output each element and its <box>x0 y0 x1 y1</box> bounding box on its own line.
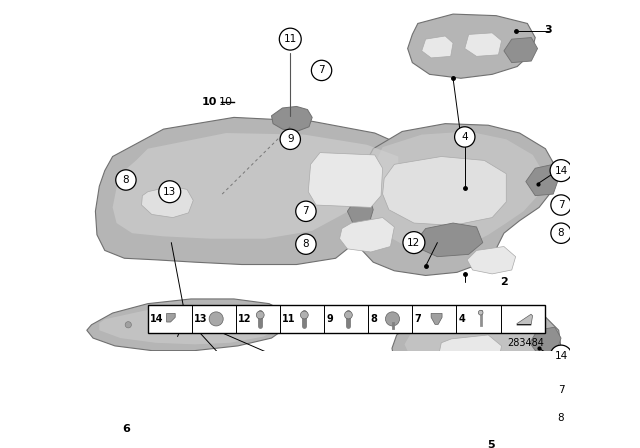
Text: 7: 7 <box>557 200 564 210</box>
Text: 11: 11 <box>284 34 297 44</box>
Text: 11: 11 <box>282 314 296 324</box>
Polygon shape <box>431 314 442 324</box>
Polygon shape <box>517 323 531 325</box>
Polygon shape <box>355 124 556 276</box>
Circle shape <box>550 345 572 367</box>
Circle shape <box>257 311 264 319</box>
Text: 10: 10 <box>219 97 233 107</box>
Text: 13: 13 <box>163 187 177 197</box>
Polygon shape <box>465 33 502 56</box>
Circle shape <box>454 127 475 147</box>
Polygon shape <box>383 156 506 225</box>
Circle shape <box>188 322 194 328</box>
Circle shape <box>279 28 301 50</box>
Text: 14: 14 <box>554 351 568 361</box>
Text: 8: 8 <box>557 228 564 238</box>
Text: 9: 9 <box>326 314 333 324</box>
Text: 7: 7 <box>415 314 422 324</box>
Circle shape <box>250 322 257 328</box>
Polygon shape <box>439 335 502 368</box>
Text: 7: 7 <box>318 65 325 75</box>
Polygon shape <box>348 194 373 225</box>
Circle shape <box>385 312 399 326</box>
Circle shape <box>312 60 332 81</box>
Text: 5: 5 <box>487 439 495 448</box>
Text: 13: 13 <box>195 314 208 324</box>
Text: 2: 2 <box>500 277 508 287</box>
Text: 6: 6 <box>122 424 130 434</box>
Polygon shape <box>369 131 543 250</box>
Text: 283484: 283484 <box>508 338 545 348</box>
Text: 3: 3 <box>545 25 552 35</box>
Polygon shape <box>418 223 483 257</box>
Polygon shape <box>404 317 539 370</box>
Circle shape <box>551 379 572 400</box>
Polygon shape <box>95 117 418 264</box>
Text: 7: 7 <box>303 206 309 216</box>
Text: 10: 10 <box>202 97 217 107</box>
Text: 8: 8 <box>123 175 129 185</box>
Text: 4: 4 <box>461 132 468 142</box>
Circle shape <box>219 322 225 328</box>
Polygon shape <box>113 133 398 239</box>
Polygon shape <box>422 36 453 58</box>
Polygon shape <box>166 314 175 322</box>
Polygon shape <box>99 305 281 345</box>
Circle shape <box>551 408 572 428</box>
Circle shape <box>551 195 572 215</box>
Polygon shape <box>517 314 532 325</box>
Text: 12: 12 <box>238 314 252 324</box>
Circle shape <box>125 322 131 328</box>
Polygon shape <box>141 186 193 218</box>
Text: 4: 4 <box>459 314 465 324</box>
Polygon shape <box>308 153 383 207</box>
Polygon shape <box>504 38 538 63</box>
Circle shape <box>280 129 300 150</box>
Text: 8: 8 <box>303 239 309 249</box>
Polygon shape <box>467 246 516 274</box>
Text: 14: 14 <box>554 166 568 176</box>
Polygon shape <box>271 107 312 131</box>
Circle shape <box>156 322 163 328</box>
Polygon shape <box>408 14 535 78</box>
Circle shape <box>116 170 136 190</box>
Polygon shape <box>530 327 561 354</box>
Circle shape <box>300 311 308 319</box>
Polygon shape <box>526 164 559 196</box>
Polygon shape <box>392 308 561 388</box>
Text: 9: 9 <box>287 134 294 144</box>
Text: 8: 8 <box>371 314 378 324</box>
Circle shape <box>403 232 425 254</box>
Circle shape <box>478 310 483 315</box>
Circle shape <box>296 234 316 254</box>
Text: 8: 8 <box>557 413 564 423</box>
Circle shape <box>550 159 572 181</box>
Circle shape <box>296 201 316 221</box>
Circle shape <box>551 223 572 243</box>
Bar <box>148 305 545 332</box>
Circle shape <box>344 311 353 319</box>
Polygon shape <box>340 218 394 252</box>
Text: 14: 14 <box>150 314 164 324</box>
Polygon shape <box>87 299 287 351</box>
Circle shape <box>159 181 180 202</box>
Circle shape <box>209 312 223 326</box>
Text: 1: 1 <box>168 314 175 324</box>
Text: 12: 12 <box>407 237 420 248</box>
Text: 7: 7 <box>557 385 564 395</box>
